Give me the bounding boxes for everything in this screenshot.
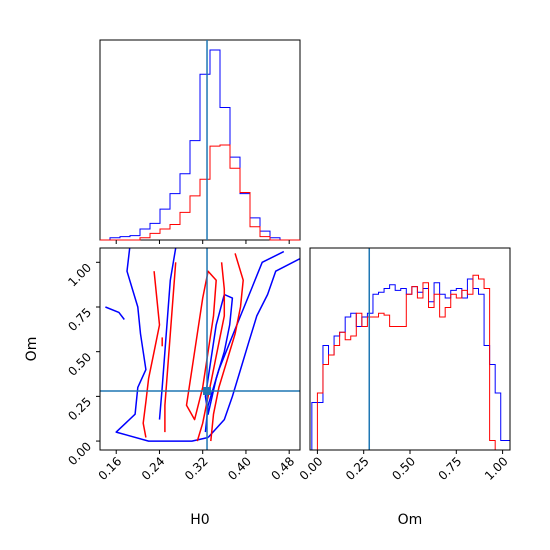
contour-red-level-3 xyxy=(185,270,217,421)
contour-blue-level-1 xyxy=(207,258,300,439)
h0-histogram-series xyxy=(100,49,300,241)
truth-marker xyxy=(203,387,212,396)
h0-histogram-step-red xyxy=(100,144,300,241)
y-axis-label-om: Om xyxy=(24,337,40,362)
contour-red-level-1 xyxy=(210,253,244,442)
om-histogram-series xyxy=(311,274,510,450)
h0-histogram-panel xyxy=(99,39,301,244)
contour-blue-level-2 xyxy=(204,250,285,433)
contour-blue-level-2 xyxy=(158,248,177,420)
contour-blue-level-3 xyxy=(204,293,234,415)
contour-red-level-2 xyxy=(164,262,177,433)
contour-red-level-2 xyxy=(196,262,226,442)
contour-red-level-1 xyxy=(142,271,161,438)
x-axis-label-om: Om xyxy=(398,512,423,528)
contour-lines xyxy=(105,248,300,442)
contour-frame xyxy=(99,247,301,451)
h0-histogram-frame xyxy=(99,39,301,241)
contour-blue-level-3 xyxy=(105,306,125,320)
om-histogram-step-red xyxy=(311,274,510,450)
x-axis-label-h0: H0 xyxy=(190,512,209,528)
h0-om-contour-panel: 0.16 0.24 0.32 0.40 0.48 0.000.250.500.751.0… xyxy=(24,247,301,528)
h0-histogram-ticks xyxy=(115,240,290,244)
contour-blue-level-1 xyxy=(115,248,209,442)
